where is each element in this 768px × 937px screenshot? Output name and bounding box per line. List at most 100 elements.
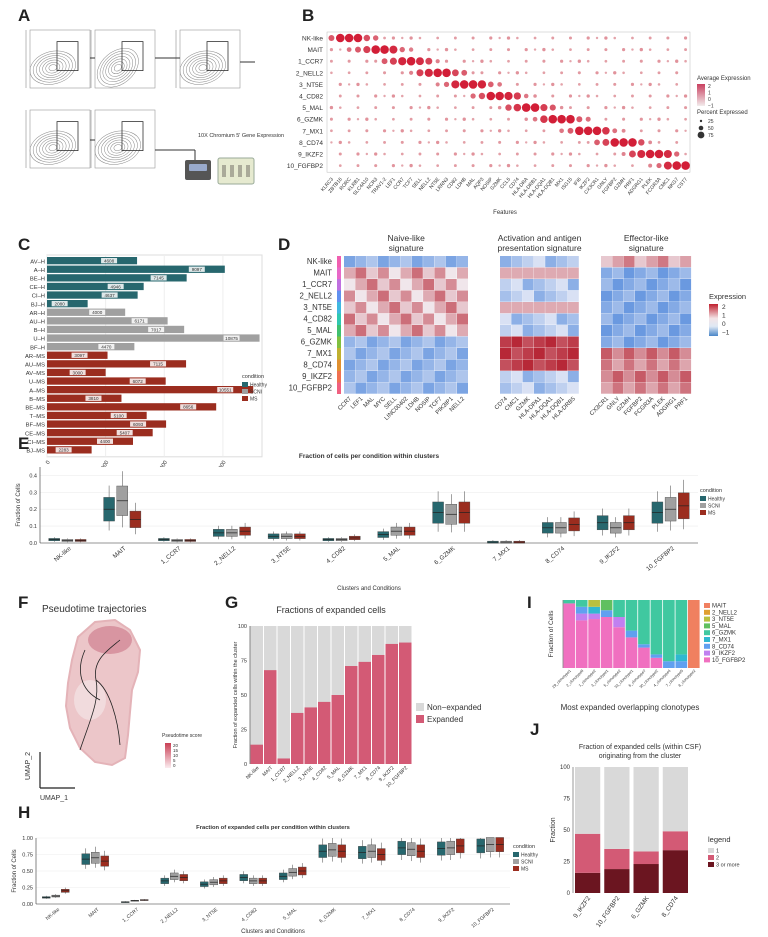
- dotplot-dot: [551, 152, 555, 156]
- heatmap-cell: [634, 302, 646, 314]
- dotplot-dot: [498, 36, 501, 40]
- chip-well: [222, 165, 226, 177]
- bari-segment: [600, 617, 613, 668]
- dotplot-dot: [675, 140, 679, 144]
- dotplot-dot: [657, 117, 661, 121]
- heatmap-cell: [680, 290, 692, 302]
- dotplot-dot: [353, 33, 363, 43]
- heatmap-cell: [601, 256, 612, 268]
- gating-contour: [29, 50, 76, 85]
- dotplot-dot: [577, 83, 581, 86]
- heatmap-cell: [545, 371, 557, 383]
- barc-value-bg: [89, 309, 106, 315]
- dotplot-dot: [347, 141, 351, 144]
- dotplot-dot: [453, 164, 457, 168]
- pseudotime-legend-title: Pseudotime score: [162, 733, 202, 739]
- dotplot-dot: [374, 164, 378, 168]
- heatmap-cell: [423, 290, 435, 302]
- bari-segment: [675, 600, 688, 655]
- boxh-legend-swatch: [513, 866, 519, 871]
- barg-expanded: [250, 744, 263, 764]
- dotplot-dot: [463, 94, 466, 98]
- barc-bar: [47, 403, 217, 411]
- dotplot-dot: [604, 36, 608, 40]
- dotplot-dot: [578, 152, 581, 156]
- dotplot-dot: [400, 82, 404, 86]
- barg-expanded: [318, 701, 331, 764]
- barg-legend-swatch: [416, 703, 424, 711]
- heatmap-cluster-strip: [337, 359, 341, 371]
- gating-contour: [96, 48, 139, 88]
- heatmap-gene-label: LEF1: [350, 396, 365, 411]
- barc-bar: [47, 377, 166, 385]
- heatmap-cell: [657, 371, 669, 383]
- dotplot-dot: [480, 59, 484, 63]
- bari-legend-swatch: [704, 609, 710, 615]
- dotplot-dot: [675, 71, 679, 75]
- barc-category-label: U–H: [33, 337, 45, 343]
- heatmap-cell: [411, 348, 423, 360]
- dotplot-dot: [383, 140, 386, 144]
- boxh-legend-label: SCNI: [521, 860, 533, 866]
- dotplot-dot: [613, 36, 617, 40]
- heatmap-cell: [344, 359, 355, 371]
- heatmap-cell: [434, 256, 446, 268]
- heatmap-cell: [668, 302, 680, 314]
- heatmap-cell: [668, 279, 680, 291]
- heatmap-cell: [646, 359, 658, 371]
- heatmap-cell: [434, 313, 446, 325]
- gating-contour: [32, 52, 73, 83]
- heatmap-cluster-strip: [337, 382, 341, 394]
- heatmap-cell: [500, 302, 511, 314]
- heatmap-cell: [533, 267, 545, 279]
- dotplot-feature-label: IFI6: [573, 176, 583, 187]
- heatmap-cell: [511, 267, 523, 279]
- dotplot-dot: [442, 68, 451, 78]
- heatmap-cell: [411, 302, 423, 314]
- dotplot-dot: [610, 138, 620, 147]
- dotplot-dot: [478, 92, 486, 100]
- gating-contour: [179, 50, 226, 85]
- barc-value-label: 6093: [133, 422, 144, 427]
- heatmap-cell: [457, 313, 468, 325]
- barg-y-tick: 100: [238, 624, 247, 630]
- barc-category-label: AR–MS: [25, 354, 45, 360]
- panel-letter-j: J: [530, 720, 540, 739]
- dotplot-dot: [338, 82, 342, 86]
- dotplot-dot: [613, 71, 617, 75]
- heatmap-cell: [680, 359, 692, 371]
- dotplot-feature-label: CST7: [676, 176, 689, 190]
- heatmap-row-label: 8_CD74: [303, 361, 332, 370]
- dotplot-dot: [524, 117, 528, 121]
- dotplot-dot: [533, 164, 537, 167]
- barj-segment: [633, 767, 659, 852]
- heatmap-cell: [389, 313, 401, 325]
- heatmap-cell: [668, 267, 680, 279]
- heatmap-cell: [657, 290, 669, 302]
- dotplot-dot: [681, 161, 690, 170]
- dotplot-dot: [329, 117, 333, 121]
- heatmap-cell: [400, 267, 412, 279]
- gating-contour: [195, 62, 211, 74]
- boxe-x-label: 4_CD82: [325, 545, 347, 565]
- panel-letter-a: A: [18, 6, 31, 25]
- dotplot-dot: [435, 59, 440, 64]
- dotplot-dot: [515, 152, 519, 156]
- heatmap-cell: [533, 302, 545, 314]
- gating-contour: [36, 135, 70, 161]
- heatmap-cell: [366, 267, 378, 279]
- heatmap-cell: [567, 348, 579, 360]
- heatmap-cell: [389, 371, 401, 383]
- heatmap-cell: [355, 382, 367, 394]
- heatmap-cell: [634, 267, 646, 279]
- barc-bar: [47, 394, 122, 402]
- dotplot-dot: [487, 81, 494, 88]
- barj-segment: [604, 848, 630, 870]
- heatmap-cell: [344, 371, 355, 383]
- dotplot-row-label: 1_CCR7: [298, 59, 323, 66]
- dotplot-dot: [391, 94, 396, 98]
- boxe-legend-label: MS: [708, 511, 716, 517]
- bari-legend-label: 5_MAL: [712, 624, 732, 630]
- heatmap-cell: [377, 382, 389, 394]
- dotplot-dot: [568, 94, 573, 98]
